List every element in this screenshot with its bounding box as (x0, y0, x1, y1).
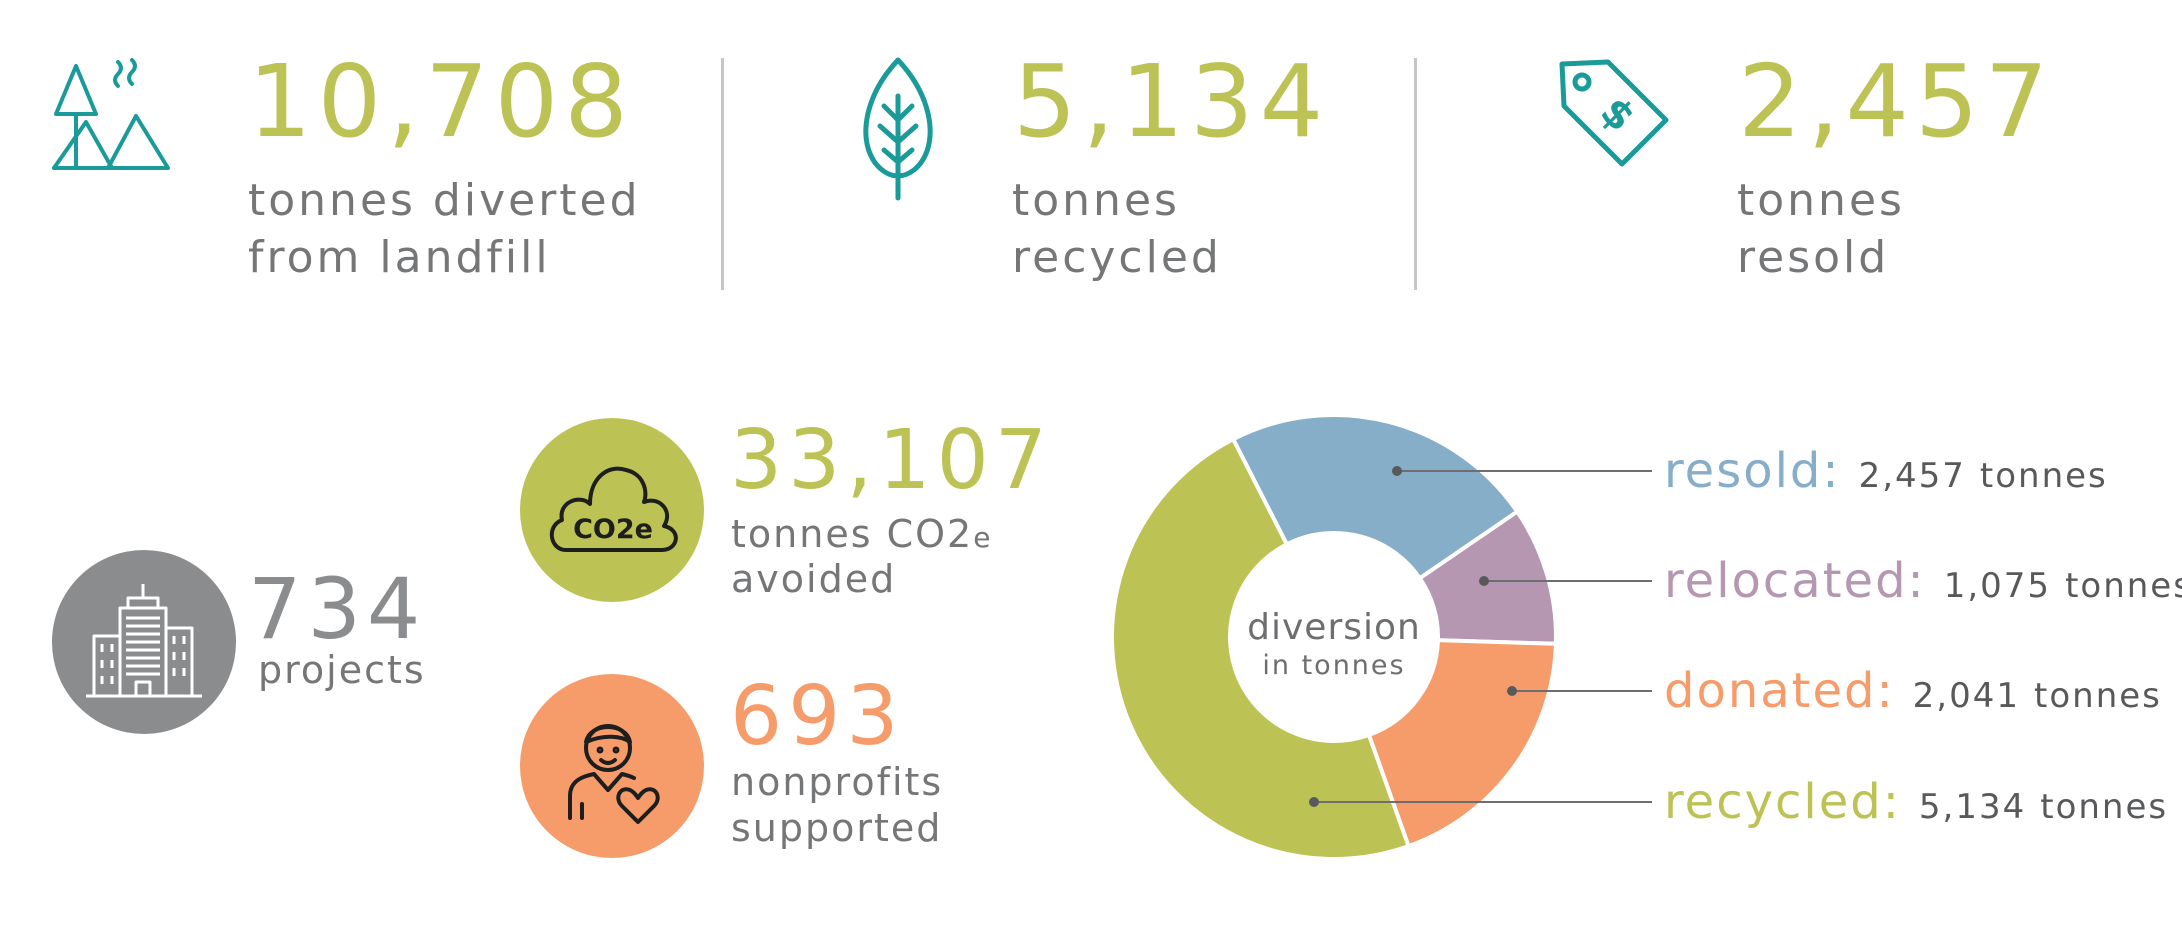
legend-colon: : (1822, 443, 1841, 499)
nonprofits-value: 693 (730, 669, 905, 764)
divider (1414, 58, 1417, 290)
cloud-icon: CO2e (550, 466, 678, 552)
co2-label-sub: e (973, 521, 993, 554)
nonprofits-circle (520, 674, 704, 858)
stat-diverted-value: 10,708 (248, 43, 634, 160)
nonprofits-label-line2: supported (731, 806, 943, 850)
legend-unit: tonnes (2034, 676, 2162, 716)
legend-item-recycled: recycled: 5,134 tonnes (1664, 774, 2168, 834)
legend-value: 2,457 (1858, 456, 1966, 496)
leader-dot-resold (1392, 466, 1402, 476)
divider (721, 58, 724, 290)
stat-resold-label-line2: resold (1737, 232, 1890, 283)
legend-value: 1,075 (1943, 566, 2052, 606)
legend-unit: tonnes (2065, 566, 2182, 606)
stat-diverted-label-line1: tonnes diverted (248, 175, 641, 226)
legend-value: 2,041 (1912, 676, 2021, 716)
co2-label-line2: avoided (731, 557, 897, 601)
price-tag-icon: $ (1559, 59, 1669, 167)
legend-colon: : (1907, 553, 1926, 609)
building-icon (86, 584, 202, 698)
legend-unit: tonnes (2040, 787, 2169, 827)
mountains-icon (52, 58, 170, 170)
legend-item-donated: donated: 2,041 tonnes (1664, 663, 2162, 723)
legend-name: donated (1664, 663, 1877, 719)
co2-circle (520, 418, 704, 602)
leader-dot-recycled (1309, 797, 1319, 807)
nonprofits-label-line1: nonprofits (731, 760, 944, 804)
projects-label: projects (258, 648, 426, 692)
person-heart-icon (568, 724, 660, 824)
stat-recycled-label-line1: tonnes (1012, 175, 1180, 226)
legend-item-relocated: relocated: 1,075 tonnes (1664, 553, 2182, 613)
donut-center-title: diversion (1247, 607, 1421, 648)
donut-slice-resold (1230, 413, 1520, 582)
legend-name: resold (1664, 443, 1823, 499)
svg-text:CO2e: CO2e (573, 514, 653, 545)
legend-name: relocated (1664, 553, 1908, 609)
donut-slice-recycled (1110, 436, 1412, 861)
legend-item-resold: resold: 2,457 tonnes (1664, 443, 2108, 503)
legend-unit: tonnes (1979, 456, 2108, 496)
co2-label-main: tonnes CO2 (731, 512, 974, 556)
stat-resold-label-line1: tonnes (1737, 175, 1905, 226)
leader-dot-relocated (1479, 576, 1489, 586)
legend-colon: : (1882, 774, 1901, 830)
stat-recycled-label-line2: recycled (1012, 232, 1222, 283)
stat-resold-value: 2,457 (1738, 43, 2055, 160)
legend-colon: : (1876, 663, 1895, 719)
stat-diverted-label-line2: from landfill (248, 232, 551, 283)
co2-value: 33,107 (730, 413, 1053, 508)
leaf-icon (863, 57, 933, 201)
leader-dot-donated (1507, 686, 1517, 696)
legend-value: 5,134 (1918, 787, 2027, 827)
projects-value: 734 (248, 560, 427, 658)
stat-recycled-value: 5,134 (1013, 43, 1330, 160)
donut-center-subtitle: in tonnes (1262, 650, 1406, 681)
co2-label-line1: tonnes CO2e (731, 511, 992, 561)
legend-name: recycled (1664, 774, 1883, 830)
